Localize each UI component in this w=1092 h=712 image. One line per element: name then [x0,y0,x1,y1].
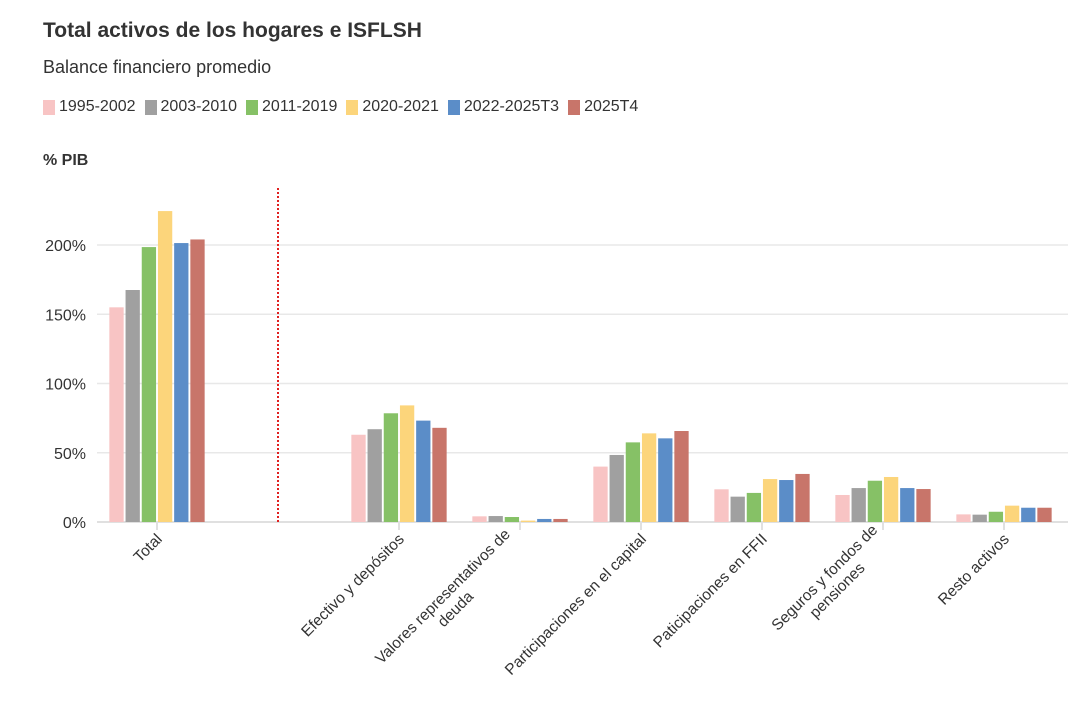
y-tick-label: 50% [54,446,86,463]
legend-swatch [346,99,359,115]
legend-label: 1995-2002 [59,98,136,115]
x-tick-label: Participaciones en el capital [502,531,650,679]
legend-label: 2022-2025T3 [463,98,560,115]
bar[interactable] [472,516,487,522]
bar[interactable] [883,476,899,522]
legend-swatch [43,99,55,115]
legend-label: 2025T4 [584,98,639,115]
bar[interactable] [795,473,810,522]
bar[interactable] [609,454,624,522]
legend-swatch [144,99,157,115]
y-tick-label: 100% [45,377,86,394]
bar[interactable] [641,433,657,522]
legend-swatch [246,99,259,115]
legend-label: 2020-2021 [362,98,439,115]
bar[interactable] [658,438,673,522]
bar[interactable] [851,488,866,522]
bar[interactable] [174,243,189,522]
bar[interactable] [488,516,503,522]
bar[interactable] [988,511,1004,522]
bar[interactable] [383,413,399,522]
bar[interactable] [762,479,778,522]
legend-item[interactable]: 2025T4 [568,98,638,116]
bar[interactable] [537,518,552,522]
legend-item[interactable]: 2011-2019 [246,98,337,116]
legend-label: 2003-2010 [160,98,238,115]
bar[interactable] [416,420,431,522]
chart-subtitle: Balance financiero promedio [43,57,272,77]
legend-item[interactable]: 2003-2010 [144,98,238,116]
legend-swatch [447,99,460,115]
bar[interactable] [900,488,915,522]
bar[interactable] [593,466,608,522]
bar[interactable] [779,480,794,522]
bar[interactable] [351,434,366,522]
bar[interactable] [746,492,762,522]
bar[interactable] [625,442,641,522]
bar[interactable] [553,518,568,522]
bar[interactable] [730,496,745,522]
x-tick-label: Seguros y fondos depensiones [769,522,894,647]
legend-item[interactable]: 2020-2021 [346,98,439,116]
legend: 1995-2002 2003-2010 2011-2019 2020-2021 2022… [43,98,638,116]
bar[interactable] [157,211,173,522]
bar[interactable] [674,431,689,522]
bar[interactable] [714,489,729,522]
y-tick-label: 200% [45,238,86,255]
bar[interactable] [956,514,971,522]
bar[interactable] [109,307,124,522]
bar[interactable] [504,517,520,522]
bar[interactable] [125,290,140,522]
y-tick-label: 0% [63,515,86,532]
bar[interactable] [972,514,987,522]
x-tick-label: Resto activos [935,531,1013,609]
bar[interactable] [399,405,415,522]
bar[interactable] [1021,507,1036,522]
y-axis-label: % PIB [43,152,89,169]
x-tick-label: Paticipaciones en FFII [650,531,770,651]
bar[interactable] [520,520,536,522]
bar[interactable] [835,494,850,522]
bar[interactable] [867,480,883,522]
bar[interactable] [432,427,447,522]
bar[interactable] [190,239,205,522]
bar[interactable] [916,489,931,522]
chart-title: Total activos de los hogares e ISFLSH [43,19,422,42]
legend-item[interactable]: 2022-2025T3 [447,98,560,116]
x-tick-label: Efectivo y depósitos [298,531,408,641]
y-tick-label: 150% [45,307,86,324]
legend-label: 2011-2019 [262,98,338,115]
legend-swatch [568,99,581,115]
bar[interactable] [1037,507,1052,522]
bar[interactable] [1004,505,1020,522]
x-tick-label: Total [131,531,166,566]
legend-item[interactable]: 1995-2002 [43,98,136,116]
bar[interactable] [367,429,382,522]
bar[interactable] [141,247,157,522]
